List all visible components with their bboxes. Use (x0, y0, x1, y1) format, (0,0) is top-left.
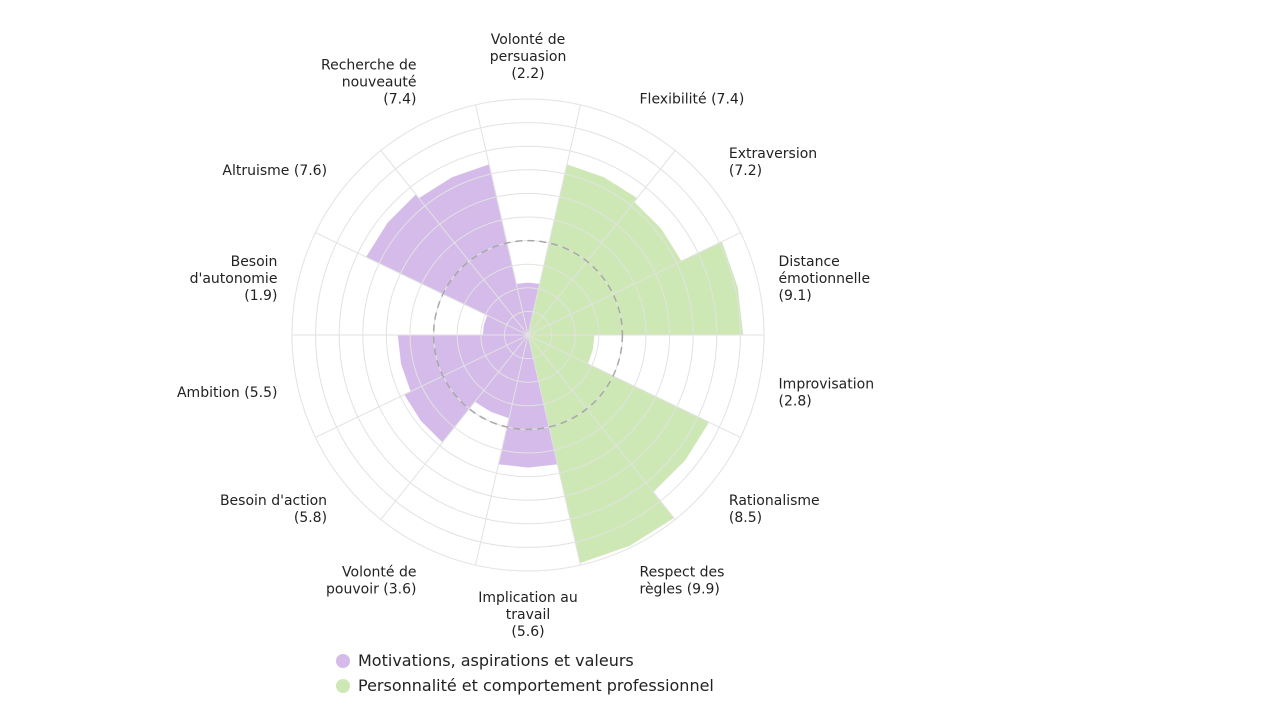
legend: Motivations, aspirations et valeurs Pers… (336, 648, 816, 698)
grid-spoke-12 (380, 150, 529, 336)
legend-item-personnalite: Personnalité et comportement professionn… (336, 673, 816, 698)
axis-label-3-line-2: (9.1) (779, 288, 812, 304)
axis-label-7: Implication au travail (5.6) (478, 590, 577, 640)
axis-label-5-line-0: Rationalisme (729, 493, 820, 509)
legend-swatch-motivations (336, 653, 350, 668)
grid-spoke-7 (474, 334, 529, 566)
axis-label-2: Extraversion (7.2) (729, 146, 817, 179)
axis-label-13-line-2: (7.4) (383, 91, 416, 107)
axis-label-8-line-1: pouvoir (3.6) (326, 582, 416, 598)
grid-spoke-6 (527, 334, 582, 566)
axis-label-6: Respect des règles (9.9) (640, 565, 725, 598)
legend-label-personnalite: Personnalité et comportement professionn… (358, 676, 714, 695)
axis-label-3: Distance émotionnelle (9.1) (779, 254, 871, 304)
axis-label-9-line-0: Besoin d'action (220, 493, 327, 509)
axis-label-1: Flexibilité (7.4) (640, 91, 745, 107)
axis-label-11: Besoin d'autonomie (1.9) (190, 254, 278, 304)
axis-label-0-line-0: Volonté de (491, 32, 565, 48)
legend-item-motivations: Motivations, aspirations et valeurs (336, 648, 816, 673)
axis-label-11-line-1: d'autonomie (190, 271, 278, 287)
axis-label-6-line-1: règles (9.9) (640, 582, 720, 598)
axis-label-13-line-0: Recherche de (321, 57, 416, 73)
axis-label-7-line-2: (5.6) (511, 624, 544, 640)
grid-spoke-11 (315, 232, 529, 336)
axis-label-5: Rationalisme (8.5) (729, 493, 820, 526)
axis-label-2-line-0: Extraversion (729, 146, 817, 162)
grid-spoke-0 (527, 104, 582, 336)
legend-label-motivations: Motivations, aspirations et valeurs (358, 651, 634, 670)
axis-label-3-line-1: émotionnelle (779, 271, 871, 287)
axis-label-6-line-0: Respect des (640, 565, 725, 581)
axis-label-5-line-1: (8.5) (729, 510, 762, 526)
axis-label-2-line-1: (7.2) (729, 163, 762, 179)
legend-swatch-personnalite (336, 678, 350, 693)
grid-spoke-9 (315, 334, 529, 438)
grid-spoke-1 (527, 150, 676, 336)
axis-label-4-line-1: (2.8) (779, 394, 812, 410)
axis-label-4: Improvisation (2.8) (779, 377, 875, 410)
axis-label-13-line-1: nouveauté (342, 74, 417, 90)
axis-label-4-line-0: Improvisation (779, 377, 875, 393)
axis-label-10-line-0: Ambition (5.5) (177, 385, 277, 401)
axis-label-7-line-1: travail (506, 607, 550, 623)
grid-spoke-8 (380, 334, 529, 520)
axis-label-12-line-0: Altruisme (7.6) (222, 163, 327, 179)
axis-label-0-line-2: (2.2) (511, 66, 544, 82)
axis-label-10: Ambition (5.5) (177, 385, 277, 401)
axis-label-1-line-0: Flexibilité (7.4) (640, 91, 745, 107)
axis-label-12: Altruisme (7.6) (222, 163, 327, 179)
grid-spoke-4 (527, 334, 741, 438)
grid-spoke-2 (527, 232, 741, 336)
grid-spoke-13 (474, 104, 529, 336)
axis-label-9: Besoin d'action (5.8) (220, 493, 327, 526)
axis-label-3-line-0: Distance (779, 254, 840, 270)
grid-spoke-5 (527, 334, 676, 520)
axis-label-0: Volonté de persuasion (2.2) (490, 32, 567, 82)
axis-label-0-line-1: persuasion (490, 49, 567, 65)
axis-label-8-line-0: Volonté de (342, 565, 416, 581)
axis-label-8: Volonté de pouvoir (3.6) (326, 565, 416, 598)
axis-label-13: Recherche de nouveauté (7.4) (321, 57, 416, 107)
axis-label-7-line-0: Implication au (478, 590, 577, 606)
reference-circle (432, 239, 624, 431)
axis-label-11-line-2: (1.9) (244, 288, 277, 304)
axis-label-11-line-0: Besoin (231, 254, 278, 270)
axis-label-9-line-1: (5.8) (294, 510, 327, 526)
